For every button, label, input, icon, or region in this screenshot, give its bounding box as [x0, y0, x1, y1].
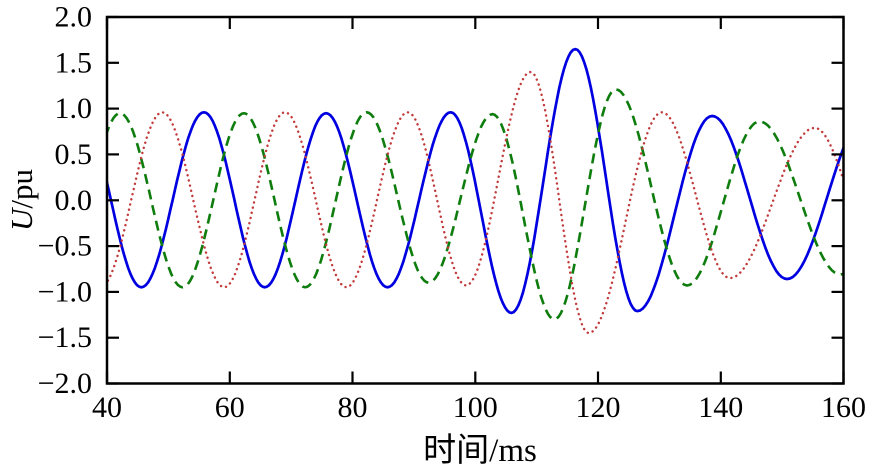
x-tick-labels: 40 60 80 100 120 140 160: [92, 391, 866, 424]
x-tick-label: 80: [338, 391, 368, 424]
series-group: [107, 47, 844, 335]
phase-blue-solid-curve: [107, 47, 844, 315]
y-tick-label: −2.0: [38, 367, 92, 400]
phase-red-dotted-curve: [107, 70, 844, 335]
y-tick-label: −1.0: [38, 275, 92, 308]
y-tick-label: 1.0: [55, 92, 93, 125]
x-tick-label: 100: [453, 391, 498, 424]
x-tick-label: 140: [698, 391, 743, 424]
x-tick-label: 160: [821, 391, 866, 424]
y-tick-label: −1.5: [38, 321, 92, 354]
x-axis-label: 时间/ms: [423, 433, 537, 469]
y-axis-label: U/pu: [4, 169, 40, 231]
axes-frame: [105, 15, 845, 385]
y-axis-label-symbol: U: [4, 208, 39, 232]
x-tick-label: 40: [92, 391, 122, 424]
y-tick-label: 2.0: [55, 1, 93, 34]
tick-marks: [105, 15, 845, 385]
y-tick-labels: 2.0 1.5 1.0 0.5 0.0 −0.5 −1.0 −1.5 −2.0: [38, 1, 92, 401]
y-tick-label: 0.0: [55, 184, 93, 217]
x-tick-label: 60: [215, 391, 245, 424]
y-axis-label-unit: /pu: [4, 168, 39, 209]
x-tick-label: 120: [576, 391, 621, 424]
phase-green-dashed-curve: [107, 88, 844, 321]
y-tick-label: 0.5: [55, 138, 93, 171]
y-tick-label: −0.5: [38, 230, 92, 263]
y-tick-label: 1.5: [55, 46, 93, 79]
